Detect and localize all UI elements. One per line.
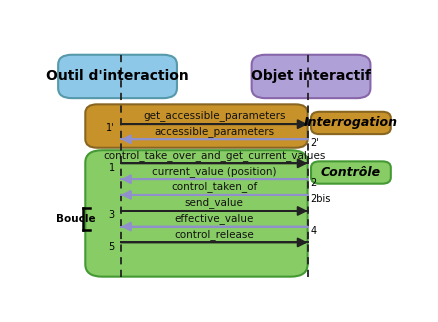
Text: 1: 1 [109,163,115,173]
Text: 2bis: 2bis [311,194,331,204]
Text: control_take_over_and_get_current_values: control_take_over_and_get_current_values [103,150,325,161]
Text: Interrogation: Interrogation [304,117,398,129]
FancyBboxPatch shape [58,55,177,98]
Text: 3: 3 [109,210,115,220]
Text: Outil d'interaction: Outil d'interaction [46,70,189,83]
Text: Objet interactif: Objet interactif [251,70,371,83]
FancyBboxPatch shape [311,112,391,134]
Text: effective_value: effective_value [175,213,254,224]
Text: Contrôle: Contrôle [321,166,381,179]
Text: Boucle: Boucle [57,214,96,224]
FancyBboxPatch shape [85,104,307,148]
FancyBboxPatch shape [251,55,371,98]
Text: control_release: control_release [174,229,254,240]
Text: current_value (position): current_value (position) [152,166,276,177]
Text: send_value: send_value [185,198,244,208]
Text: 2': 2' [311,138,319,148]
Text: 1': 1' [106,123,115,133]
Text: 5: 5 [109,242,115,252]
FancyBboxPatch shape [85,150,307,277]
Text: 4: 4 [311,226,317,236]
Text: get_accessible_parameters: get_accessible_parameters [143,110,286,121]
FancyBboxPatch shape [311,161,391,184]
Text: accessible_parameters: accessible_parameters [154,126,274,137]
Text: 2: 2 [311,178,317,188]
Text: control_taken_of: control_taken_of [171,182,258,192]
